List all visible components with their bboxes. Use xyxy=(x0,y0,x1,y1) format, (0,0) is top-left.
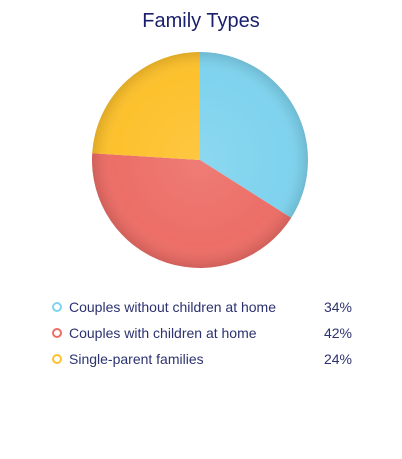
chart-legend: Couples without children at home 34% Cou… xyxy=(52,294,352,372)
legend-item[interactable]: Couples without children at home 34% xyxy=(52,294,352,320)
pie-chart xyxy=(92,52,308,268)
legend-item[interactable]: Couples with children at home 42% xyxy=(52,320,352,346)
legend-value: 34% xyxy=(323,299,352,315)
legend-value: 42% xyxy=(323,325,352,341)
chart-title: Family Types xyxy=(142,10,260,32)
pie-shading xyxy=(92,52,308,268)
legend-label: Couples with children at home xyxy=(69,325,257,341)
legend-swatch xyxy=(52,302,62,312)
legend-item[interactable]: Single-parent families 24% xyxy=(52,346,352,372)
legend-value: 24% xyxy=(323,351,352,367)
legend-label: Single-parent families xyxy=(69,351,204,367)
legend-swatch xyxy=(52,354,62,364)
legend-swatch xyxy=(52,328,62,338)
legend-label: Couples without children at home xyxy=(69,299,277,315)
